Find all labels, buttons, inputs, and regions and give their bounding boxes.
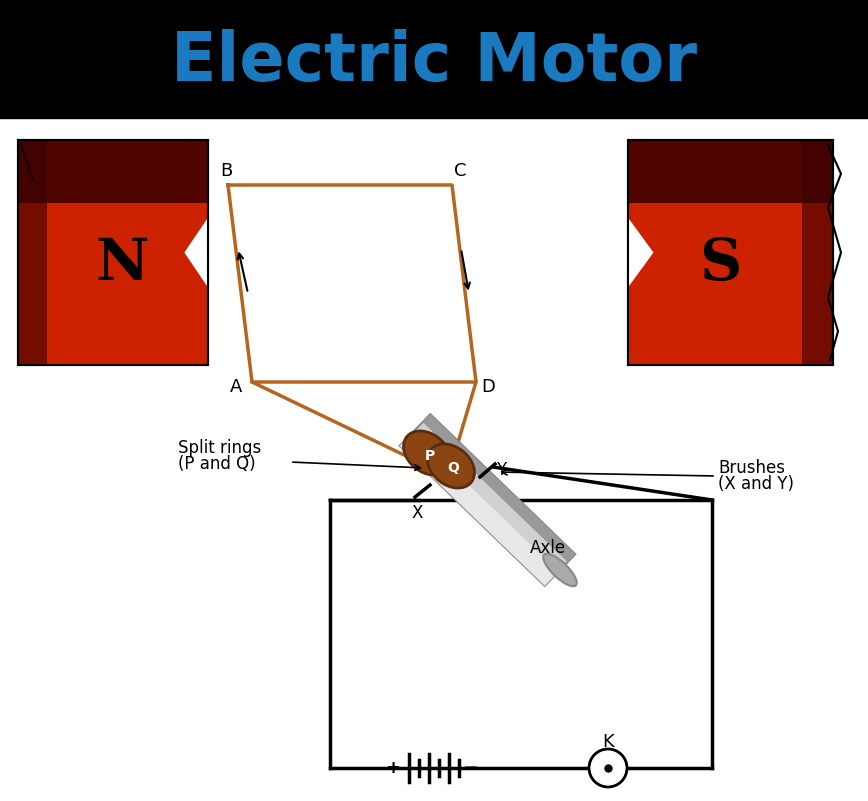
Text: −: − [463,759,479,778]
Text: S: S [699,235,741,292]
Text: (P and Q): (P and Q) [178,455,255,473]
Text: +: + [385,759,400,777]
Ellipse shape [428,444,475,488]
Polygon shape [400,432,558,586]
Bar [18,140,47,365]
Bar [18,140,208,365]
Text: A: A [230,378,242,396]
Polygon shape [423,414,575,562]
Text: (X and Y): (X and Y) [718,475,794,493]
Bar [628,140,833,203]
Circle shape [589,749,627,787]
Text: Electric Motor: Electric Motor [171,29,697,95]
Polygon shape [628,219,653,286]
Polygon shape [400,414,575,586]
Ellipse shape [543,553,576,586]
Bar [628,140,833,365]
Text: Brushes: Brushes [718,459,785,477]
Text: Y: Y [496,461,506,479]
Text: Split rings: Split rings [178,439,261,457]
Bar [18,140,208,365]
Text: P: P [424,449,435,463]
Text: K: K [602,733,614,751]
Polygon shape [185,219,208,286]
Text: B: B [220,162,232,180]
Text: Q: Q [447,461,459,475]
Text: D: D [481,378,495,396]
Bar [628,140,833,365]
Text: N: N [95,235,149,292]
Text: X: X [411,504,423,522]
Text: C: C [454,162,466,180]
Bar [18,140,208,203]
Bar [802,140,833,365]
Ellipse shape [404,431,450,475]
Text: Axle: Axle [530,539,566,557]
Bar [0,0,868,118]
